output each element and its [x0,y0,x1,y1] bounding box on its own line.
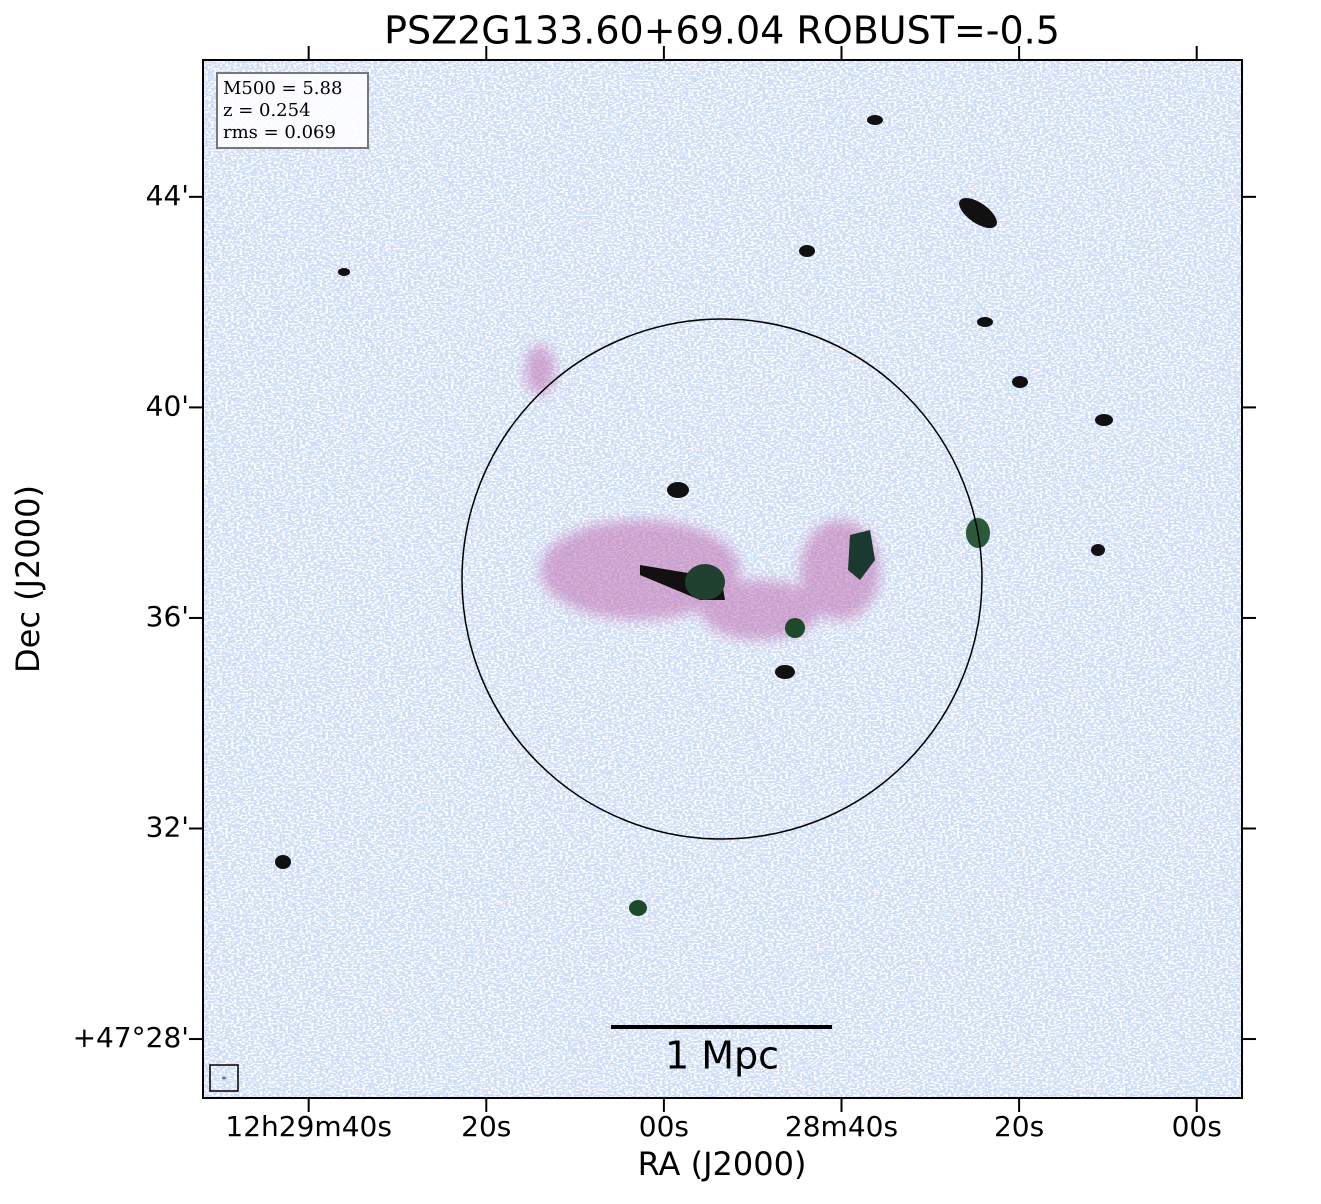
y-tick-label: 36' [146,600,189,633]
x-tick-label: 20s [994,1110,1044,1143]
y-tick-label: 40' [146,389,189,422]
r500-circle [461,318,983,840]
x-axis-label: RA (J2000) [638,1145,807,1183]
sources [275,115,1113,916]
info-rms: rms = 0.069 [223,122,336,143]
chart-title: PSZ2G133.60+69.04 ROBUST=-0.5 [384,9,1060,53]
info-box [216,72,369,149]
y-tick-label: 32' [146,810,189,843]
info-mass: M500 = 5.88 [223,78,342,99]
plot-frame [202,59,1243,1099]
beam [221,1076,227,1080]
info-redshift: z = 0.254 [223,100,311,121]
x-tick-label: 20s [461,1110,511,1143]
x-tick-label: 12h29m40s [225,1110,392,1143]
x-tick-label: 28m40s [785,1110,898,1143]
x-tick-label: 00s [1172,1110,1222,1143]
y-tick-label: 44' [146,179,189,212]
scale-bar-label: 1 Mpc [665,1034,779,1078]
y-tick-label: +47°28' [73,1021,189,1054]
y-axis-label: Dec (J2000) [9,485,47,673]
radio-image [203,60,1242,1098]
beam-box [209,1064,239,1092]
x-tick-label: 00s [639,1110,689,1143]
